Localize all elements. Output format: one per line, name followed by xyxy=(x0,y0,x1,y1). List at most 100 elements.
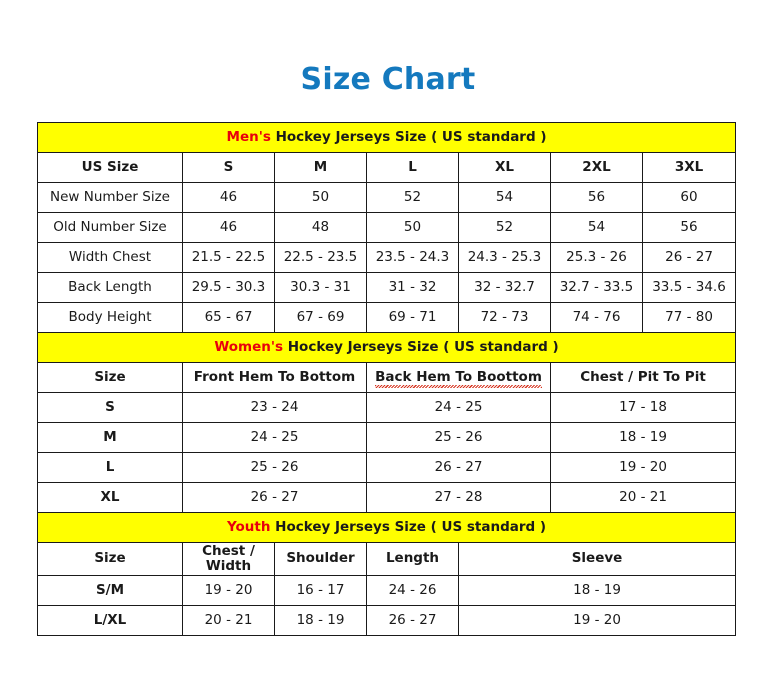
table-cell: 50 xyxy=(366,212,459,243)
table-cell: 19 - 20 xyxy=(182,574,275,606)
table-cell: 72 - 73 xyxy=(458,302,551,333)
column-header-cell: Sleeve xyxy=(457,542,737,576)
column-header-cell: Back Hem To Boottom xyxy=(366,362,551,393)
section-header-youth: Youth Hockey Jerseys Size ( US standard … xyxy=(36,512,737,543)
table-row: S 23 - 24 24 - 25 17 - 18 xyxy=(37,392,737,423)
table-cell: 56 xyxy=(550,182,643,213)
page-title: Size Chart xyxy=(300,62,476,97)
row-header-cell: New Number Size xyxy=(37,182,183,213)
table-cell: 32.7 - 33.5 xyxy=(550,272,643,303)
table-cell: 54 xyxy=(458,182,551,213)
section-header-text: Hockey Jerseys Size ( US standard ) xyxy=(283,339,559,356)
column-header-row: Size Chest / Width Shoulder Length Sleeve xyxy=(37,542,737,576)
column-header-cell: 3XL xyxy=(641,152,737,183)
section-header-text: Hockey Jerseys Size ( US standard ) xyxy=(270,519,547,536)
row-header-cell: Body Height xyxy=(37,302,183,333)
row-header-cell: Back Length xyxy=(37,272,183,303)
column-header-cell: Size xyxy=(37,542,183,576)
table-cell: 24 - 25 xyxy=(366,392,551,423)
table-cell: 48 xyxy=(274,212,367,243)
table-cell: 52 xyxy=(458,212,551,243)
table-cell: 20 - 21 xyxy=(182,604,275,636)
table-cell: 18 - 19 xyxy=(549,422,737,453)
column-header-row: US Size S M L XL 2XL 3XL xyxy=(37,152,737,183)
table-cell: 29.5 - 30.3 xyxy=(182,272,275,303)
section-header-row: Youth Hockey Jerseys Size ( US standard … xyxy=(36,512,737,543)
table-cell: 26 - 27 xyxy=(641,242,737,273)
size-chart-table: Men's Hockey Jerseys Size ( US standard … xyxy=(36,122,737,636)
section-header-mens: Men's Hockey Jerseys Size ( US standard … xyxy=(36,122,737,153)
table-cell: 20 - 21 xyxy=(549,482,737,513)
column-header-row: Size Front Hem To Bottom Back Hem To Boott… xyxy=(37,362,737,393)
section-header-text: Hockey Jerseys Size ( US standard ) xyxy=(270,129,547,146)
section-header-accent: Youth xyxy=(226,519,271,536)
table-cell: 56 xyxy=(641,212,737,243)
section-header-womens: Women's Hockey Jerseys Size ( US standar… xyxy=(36,332,737,363)
column-header-cell: Chest / Pit To Pit xyxy=(549,362,737,393)
column-header-cell: L xyxy=(366,152,459,183)
section-header-row: Women's Hockey Jerseys Size ( US standar… xyxy=(36,332,737,363)
table-cell: 33.5 - 34.6 xyxy=(641,272,737,303)
table-row: New Number Size 46 50 52 54 56 60 xyxy=(37,182,737,213)
table-cell: 54 xyxy=(550,212,643,243)
table-cell: 69 - 71 xyxy=(366,302,459,333)
table-cell: 26 - 27 xyxy=(366,452,551,483)
table-cell: 26 - 27 xyxy=(366,604,459,636)
section-header-row: Men's Hockey Jerseys Size ( US standard … xyxy=(36,122,737,153)
table-cell: 27 - 28 xyxy=(366,482,551,513)
column-header-cell: M xyxy=(274,152,367,183)
column-header-cell: Front Hem To Bottom xyxy=(182,362,367,393)
table-cell: 18 - 19 xyxy=(457,574,737,606)
table-row: Width Chest 21.5 - 22.5 22.5 - 23.5 23.5 - … xyxy=(37,242,737,273)
table-cell: 23.5 - 24.3 xyxy=(366,242,459,273)
table-cell: 25.3 - 26 xyxy=(550,242,643,273)
table-row: M 24 - 25 25 - 26 18 - 19 xyxy=(37,422,737,453)
table-cell: 50 xyxy=(274,182,367,213)
table-cell: 23 - 24 xyxy=(182,392,367,423)
row-header-cell: L xyxy=(37,452,183,483)
table-cell: 17 - 18 xyxy=(549,392,737,423)
misspelled-text: Back Hem To Boottom xyxy=(375,369,542,388)
table-cell: 16 - 17 xyxy=(274,574,367,606)
table-cell: 26 - 27 xyxy=(182,482,367,513)
column-header-cell: XL xyxy=(458,152,551,183)
size-chart-tables: Men's Hockey Jerseys Size ( US standard … xyxy=(36,122,737,636)
table-cell: 31 - 32 xyxy=(366,272,459,303)
row-header-cell: Width Chest xyxy=(37,242,183,273)
table-row: Body Height 65 - 67 67 - 69 69 - 71 72 - 73 7… xyxy=(37,302,737,333)
table-cell: 46 xyxy=(182,182,275,213)
row-header-cell: S/M xyxy=(37,574,183,606)
table-row: L/XL 20 - 21 18 - 19 26 - 27 19 - 20 xyxy=(37,604,737,636)
section-header-accent: Women's xyxy=(214,339,284,356)
size-chart-body: Men's Hockey Jerseys Size ( US standard … xyxy=(36,122,737,636)
table-cell: 67 - 69 xyxy=(274,302,367,333)
table-row: Old Number Size 46 48 50 52 54 56 xyxy=(37,212,737,243)
table-cell: 24.3 - 25.3 xyxy=(458,242,551,273)
table-row: Back Length 29.5 - 30.3 30.3 - 31 31 - 32 32… xyxy=(37,272,737,303)
column-header-cell: 2XL xyxy=(550,152,643,183)
table-cell: 30.3 - 31 xyxy=(274,272,367,303)
table-cell: 74 - 76 xyxy=(550,302,643,333)
table-cell: 32 - 32.7 xyxy=(458,272,551,303)
table-cell: 46 xyxy=(182,212,275,243)
table-cell: 25 - 26 xyxy=(182,452,367,483)
column-header-cell: Length xyxy=(366,542,459,576)
column-header-cell: Shoulder xyxy=(274,542,367,576)
table-cell: 25 - 26 xyxy=(366,422,551,453)
row-header-cell: M xyxy=(37,422,183,453)
table-row: L 25 - 26 26 - 27 19 - 20 xyxy=(37,452,737,483)
row-header-cell: Old Number Size xyxy=(37,212,183,243)
table-cell: 19 - 20 xyxy=(457,604,737,636)
table-cell: 24 - 25 xyxy=(182,422,367,453)
row-header-cell: L/XL xyxy=(37,604,183,636)
section-header-accent: Men's xyxy=(226,129,271,146)
table-cell: 19 - 20 xyxy=(549,452,737,483)
table-cell: 52 xyxy=(366,182,459,213)
column-header-cell: US Size xyxy=(37,152,183,183)
column-header-cell: S xyxy=(182,152,275,183)
table-cell: 77 - 80 xyxy=(641,302,737,333)
table-row: XL 26 - 27 27 - 28 20 - 21 xyxy=(37,482,737,513)
table-row: S/M 19 - 20 16 - 17 24 - 26 18 - 19 xyxy=(37,574,737,606)
table-cell: 60 xyxy=(641,182,737,213)
